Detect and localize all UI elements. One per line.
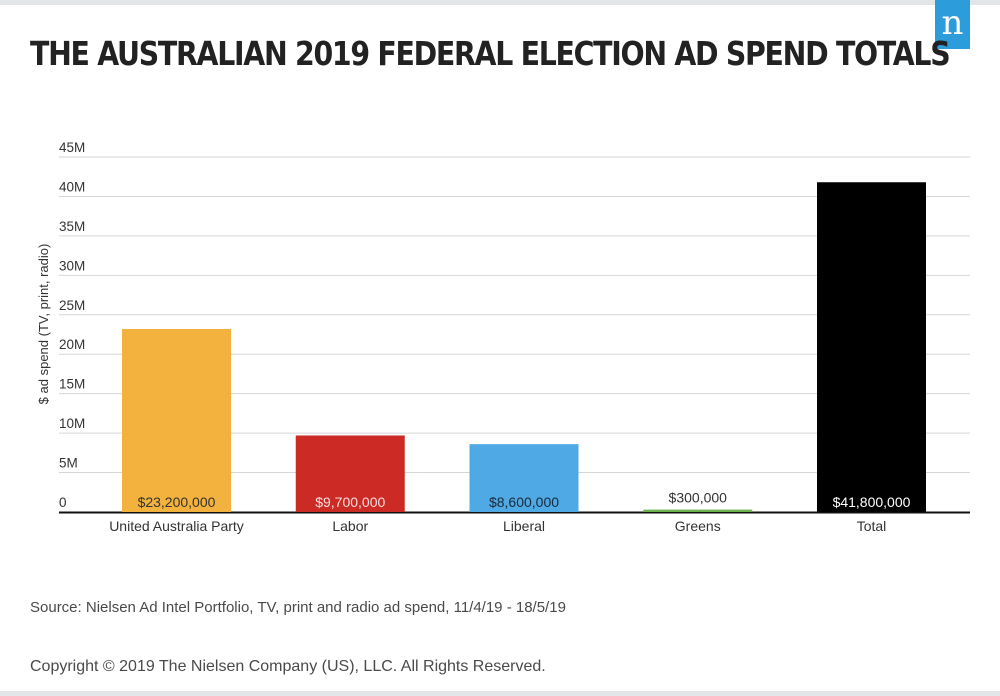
- y-tick-label: 0: [59, 495, 67, 510]
- bar: [643, 509, 753, 512]
- bar-chart: 0 5M 10M 15M 20M 25M 30M 35M 40M 45M $23,200,000 Un…: [36, 140, 970, 534]
- y-tick-label: 45M: [59, 140, 85, 155]
- y-tick-label: 25M: [59, 298, 85, 313]
- y-tick-label: 30M: [59, 258, 85, 273]
- labels: 0 5M 10M 15M 20M 25M 30M 35M 40M 45M $23,200,000 Un…: [59, 140, 911, 534]
- y-tick-label: 10M: [59, 416, 85, 431]
- bar: [469, 444, 579, 512]
- y-tick-label: 15M: [59, 377, 85, 392]
- top-border: [0, 0, 1000, 5]
- x-tick-label: Liberal: [503, 518, 545, 534]
- value-label: $41,800,000: [833, 494, 911, 510]
- x-tick-label: Total: [857, 518, 887, 534]
- x-tick-label: Greens: [675, 518, 721, 534]
- bars: [122, 182, 926, 512]
- bottom-border: [0, 691, 1000, 696]
- bar: [122, 328, 231, 512]
- x-tick-label: Labor: [332, 518, 368, 534]
- x-tick-label: United Australia Party: [109, 518, 244, 534]
- bar: [817, 182, 926, 512]
- source-note: Source: Nielsen Ad Intel Portfolio, TV, …: [30, 599, 566, 616]
- value-label: $300,000: [669, 490, 728, 506]
- y-tick-label: 40M: [59, 179, 85, 194]
- nielsen-logo: n: [935, 0, 970, 49]
- bar: [295, 435, 405, 512]
- value-label: $8,600,000: [489, 494, 559, 510]
- y-tick-label: 35M: [59, 219, 85, 234]
- value-label: $9,700,000: [315, 494, 385, 510]
- y-axis-title: $ ad spend (TV, print, radio): [36, 244, 51, 405]
- page-title: THE AUSTRALIAN 2019 FEDERAL ELECTION AD …: [30, 34, 951, 73]
- copyright-note: Copyright © 2019 The Nielsen Company (US…: [30, 658, 546, 675]
- y-tick-label: 20M: [59, 337, 85, 352]
- y-tick-label: 5M: [59, 456, 78, 471]
- value-label: $23,200,000: [138, 494, 216, 510]
